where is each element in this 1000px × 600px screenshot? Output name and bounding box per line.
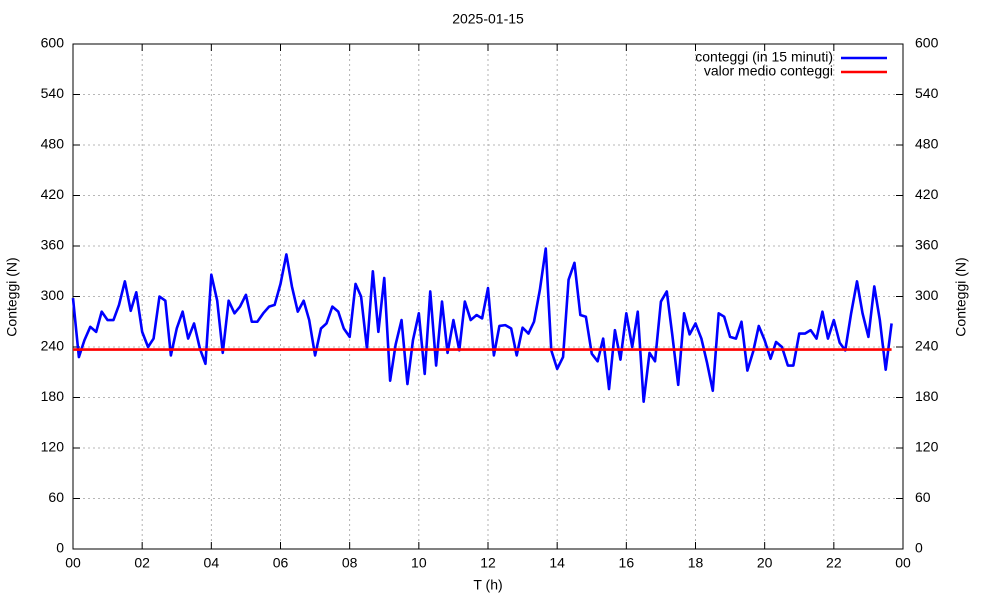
x-tick-label: 12 xyxy=(480,555,496,571)
y2-tick-label: 540 xyxy=(915,85,939,101)
x-tick-label: 10 xyxy=(411,555,427,571)
legend-label: conteggi (in 15 minuti) xyxy=(695,49,833,65)
y2-tick-label: 0 xyxy=(915,540,923,556)
x-tick-label: 04 xyxy=(204,555,220,571)
chart-title: 2025-01-15 xyxy=(452,11,524,27)
y2-axis-label: Conteggi (N) xyxy=(953,257,969,336)
y2-tick-label: 600 xyxy=(915,35,939,51)
x-tick-label: 18 xyxy=(688,555,704,571)
x-tick-label: 00 xyxy=(65,555,81,571)
y-tick-label: 300 xyxy=(41,287,65,303)
y-tick-label: 180 xyxy=(41,388,65,404)
legend-label: valor medio conteggi xyxy=(704,63,833,79)
y-tick-label: 0 xyxy=(56,540,64,556)
x-tick-label: 06 xyxy=(273,555,289,571)
y-tick-label: 540 xyxy=(41,85,65,101)
y-tick-label: 360 xyxy=(41,237,65,253)
y2-tick-label: 300 xyxy=(915,287,939,303)
y-tick-label: 420 xyxy=(41,186,65,202)
x-tick-label: 22 xyxy=(826,555,842,571)
x-tick-label: 16 xyxy=(619,555,635,571)
x-tick-label: 14 xyxy=(549,555,565,571)
x-axis-label: T (h) xyxy=(473,577,502,593)
y2-tick-label: 480 xyxy=(915,136,939,152)
plot-frame xyxy=(72,43,904,550)
x-tick-label: 20 xyxy=(757,555,773,571)
x-tick-label: 02 xyxy=(134,555,150,571)
y-tick-label: 480 xyxy=(41,136,65,152)
y2-tick-label: 360 xyxy=(915,237,939,253)
y2-tick-label: 60 xyxy=(915,489,931,505)
y2-tick-label: 120 xyxy=(915,439,939,455)
data-line xyxy=(71,247,893,404)
y-axis-label: Conteggi (N) xyxy=(4,257,20,336)
x-tick-label: 00 xyxy=(895,555,911,571)
y-tick-label: 600 xyxy=(41,35,65,51)
y2-tick-label: 180 xyxy=(915,388,939,404)
y-tick-label: 60 xyxy=(48,489,64,505)
y2-tick-label: 240 xyxy=(915,338,939,354)
y2-tick-label: 420 xyxy=(915,186,939,202)
y-tick-label: 240 xyxy=(41,338,65,354)
x-tick-label: 08 xyxy=(342,555,358,571)
y-tick-label: 120 xyxy=(41,439,65,455)
